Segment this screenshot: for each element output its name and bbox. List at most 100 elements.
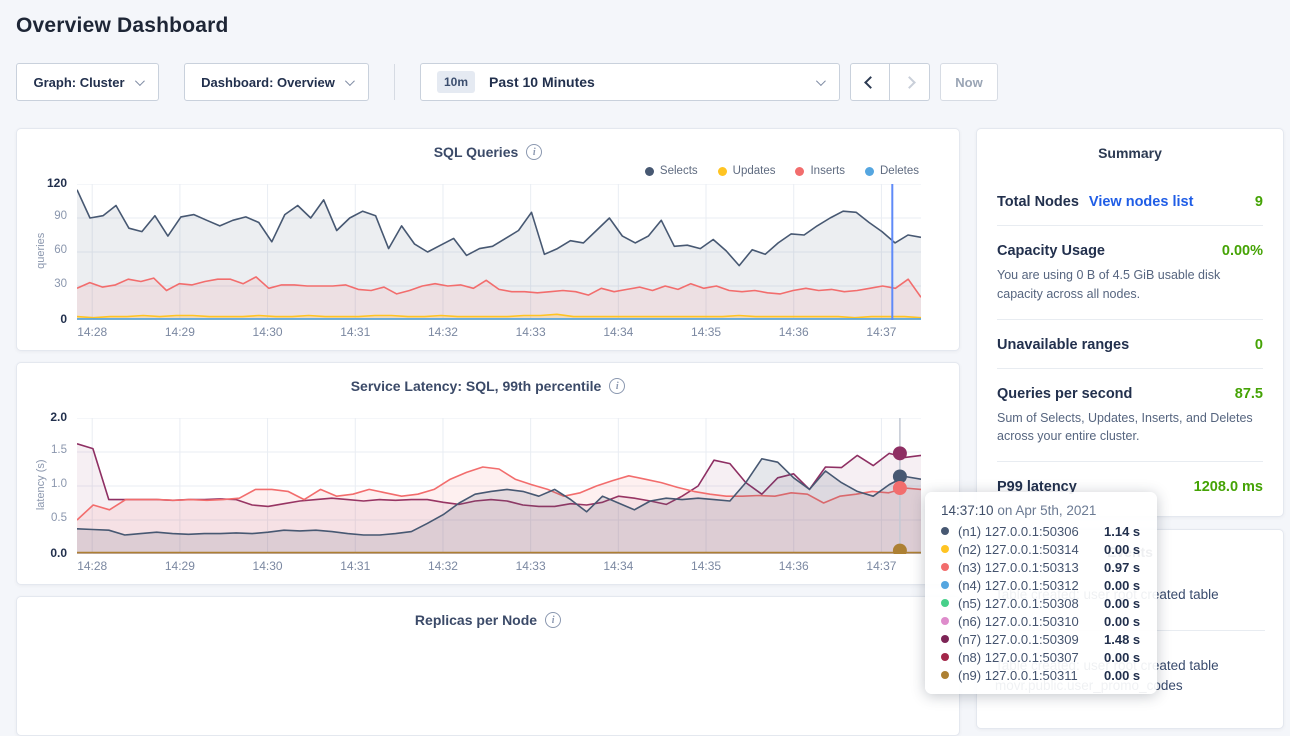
dashboard-dropdown[interactable]: Dashboard: Overview [184,63,369,101]
series-dot-icon [941,617,949,625]
node-address: (n6) 127.0.0.1:50310 [958,614,1104,629]
summary-row-unavailable-ranges: Unavailable ranges 0 [997,319,1263,368]
chart-title: Service Latency: SQL, 99th percentile [351,378,602,394]
node-latency-value: 0.00 s [1104,614,1140,629]
x-axis-tick: 14:28 [64,325,120,339]
x-axis-tick: 14:35 [678,559,734,573]
x-axis-tick: 14:33 [503,559,559,573]
summary-desc: Sum of Selects, Updates, Inserts, and De… [997,409,1263,447]
summary-label: Queries per second [997,386,1132,402]
dashboard-label: Dashboard: Overview [201,75,335,90]
x-axis-tick: 14:37 [853,325,909,339]
legend-label: Updates [733,165,776,177]
x-axis-tick: 14:35 [678,325,734,339]
tooltip-node-row: (n9) 127.0.0.1:503110.00 s [941,666,1141,684]
y-axis-tick: 0.5 [21,512,67,524]
summary-desc: You are using 0 B of 4.5 GiB usable disk… [997,266,1263,304]
y-axis-tick: 60 [21,244,67,256]
summary-row-qps: Queries per second 87.5 Sum of Selects, … [997,368,1263,462]
x-axis-tick: 14:31 [327,325,383,339]
time-range-label: Past 10 Minutes [489,74,816,90]
chevron-down-icon [345,76,355,86]
tooltip-node-row: (n8) 127.0.0.1:503070.00 s [941,648,1141,666]
divider [394,64,395,100]
tooltip-node-row: (n4) 127.0.0.1:503120.00 s [941,576,1141,594]
series-dot-icon [941,527,949,535]
chart-title: Replicas per Node [415,612,537,628]
legend-label: Inserts [810,165,845,177]
series-dot-icon [941,671,949,679]
summary-row-total-nodes: Total Nodes View nodes list 9 [997,177,1263,225]
graph-scope-label: Graph: Cluster [33,75,124,90]
series-dot-icon [941,563,949,571]
tooltip-node-row: (n7) 127.0.0.1:503091.48 s [941,630,1141,648]
x-axis-tick: 14:29 [152,325,208,339]
node-latency-value: 0.00 s [1104,650,1140,665]
latency-legend [17,396,919,414]
summary-panel: Summary Total Nodes View nodes list 9 Ca… [976,128,1284,517]
latency-plot[interactable]: 0.00.51.01.52.014:2814:2914:3014:3114:32… [77,418,921,554]
node-address: (n5) 127.0.0.1:50308 [958,596,1104,611]
info-icon[interactable]: i [545,612,561,628]
chevron-down-icon [134,76,144,86]
legend-item-inserts[interactable]: Inserts [795,162,845,180]
x-axis-tick: 14:32 [415,325,471,339]
x-axis-tick: 14:28 [64,559,120,573]
summary-label: Total Nodes [997,194,1079,210]
legend-item-updates[interactable]: Updates [718,162,776,180]
summary-value: 0 [1255,337,1263,353]
x-axis-tick: 14:34 [590,325,646,339]
node-latency-value: 0.00 s [1104,578,1140,593]
y-axis-tick: 1.0 [21,478,67,490]
time-back-button[interactable] [850,63,890,101]
legend-item-selects[interactable]: Selects [645,162,698,180]
chevron-left-icon [864,76,877,89]
x-axis-tick: 14:29 [152,559,208,573]
tooltip-node-row: (n5) 127.0.0.1:503080.00 s [941,594,1141,612]
now-button[interactable]: Now [940,63,998,101]
node-address: (n9) 127.0.0.1:50311 [958,668,1104,683]
time-forward-button[interactable] [890,63,930,101]
y-axis-tick: 0.0 [21,546,67,560]
legend-dot-icon [865,167,874,176]
summary-label: Capacity Usage [997,243,1105,259]
summary-title: Summary [997,145,1263,161]
y-axis-tick: 1.5 [21,444,67,456]
x-axis-tick: 14:34 [590,559,646,573]
series-dot-icon [941,653,949,661]
view-nodes-list-link[interactable]: View nodes list [1089,194,1194,210]
series-dot-icon [941,635,949,643]
y-axis-tick: 2.0 [21,410,67,424]
summary-value: 9 [1255,194,1263,210]
node-address: (n4) 127.0.0.1:50312 [958,578,1104,593]
info-icon[interactable]: i [526,144,542,160]
summary-value: 87.5 [1235,386,1263,402]
legend-label: Deletes [880,165,919,177]
legend-item-deletes[interactable]: Deletes [865,162,919,180]
series-dot-icon [941,545,949,553]
sql-queries-plot[interactable]: 030609012014:2814:2914:3014:3114:3214:33… [77,184,921,320]
sql-queries-legend: Selects Updates Inserts Deletes [17,162,919,180]
tooltip-timestamp: 14:37:10 on Apr 5th, 2021 [941,503,1141,518]
summary-row-capacity: Capacity Usage 0.00% You are using 0 B o… [997,225,1263,319]
chevron-down-icon [816,76,826,86]
series-dot-icon [941,599,949,607]
service-latency-card: Service Latency: SQL, 99th percentile i … [16,362,960,585]
legend-dot-icon [718,167,727,176]
chart-hover-tooltip: 14:37:10 on Apr 5th, 2021 (n1) 127.0.0.1… [925,492,1157,694]
time-range-dropdown[interactable]: 10m Past 10 Minutes [420,63,840,101]
tooltip-node-row: (n1) 127.0.0.1:503061.14 s [941,522,1141,540]
info-icon[interactable]: i [609,378,625,394]
x-axis-tick: 14:37 [853,559,909,573]
node-latency-value: 0.00 s [1104,668,1140,683]
summary-value: 1208.0 ms [1194,479,1263,495]
y-axis-tick: 0 [21,312,67,326]
legend-dot-icon [795,167,804,176]
node-latency-value: 0.97 s [1104,560,1140,575]
y-axis-tick: 30 [21,278,67,290]
graph-scope-dropdown[interactable]: Graph: Cluster [16,63,159,101]
node-latency-value: 1.14 s [1104,524,1140,539]
tooltip-node-row: (n6) 127.0.0.1:503100.00 s [941,612,1141,630]
summary-label: Unavailable ranges [997,337,1129,353]
tooltip-node-row: (n3) 127.0.0.1:503130.97 s [941,558,1141,576]
